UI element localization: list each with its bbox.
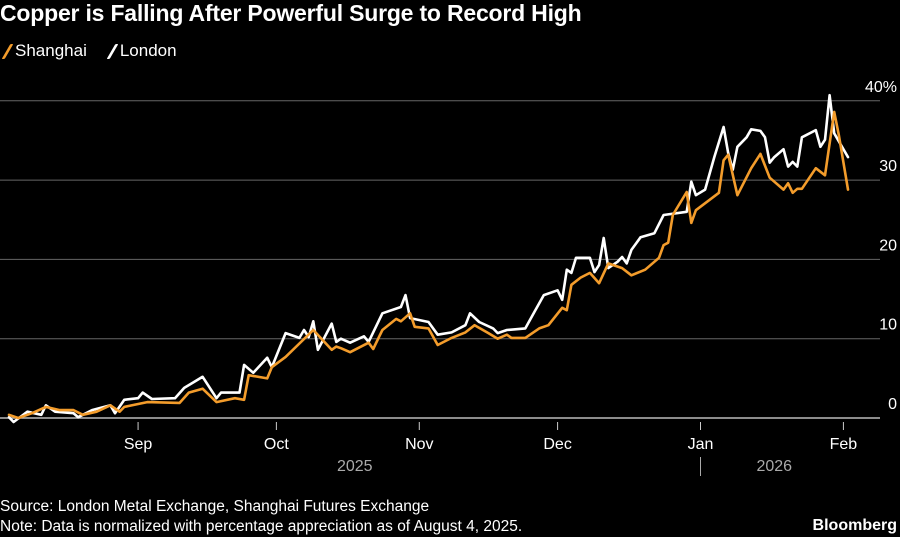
data-note: Note: Data is normalized with percentage… xyxy=(0,518,523,535)
x-tick-label: Sep xyxy=(124,436,153,453)
year-label: 2026 xyxy=(756,458,792,475)
x-tick-label: Oct xyxy=(264,436,289,453)
legend-label-london: London xyxy=(119,41,177,60)
x-tick-label: Nov xyxy=(405,436,433,453)
legend: Shanghai London xyxy=(0,41,177,61)
series-line-london xyxy=(7,93,850,424)
y-tick-label: 40% xyxy=(865,79,897,96)
y-tick-label: 0 xyxy=(888,396,897,413)
x-tick-label: Dec xyxy=(543,436,571,453)
y-tick-label: 30 xyxy=(879,158,897,175)
series-line-shanghai xyxy=(7,110,850,420)
legend-item-london: London xyxy=(105,41,177,61)
source-note: Source: London Metal Exchange, Shanghai … xyxy=(0,498,430,515)
x-tick-label: Jan xyxy=(688,436,714,453)
legend-label-shanghai: Shanghai xyxy=(15,41,87,60)
y-tick-label: 10 xyxy=(879,317,897,334)
chart-title: Copper is Falling After Powerful Surge t… xyxy=(0,0,582,26)
bloomberg-logo: Bloomberg xyxy=(812,517,897,534)
chart-plot: 0 10 20 30 40% Sep Oct Nov Dec Jan Feb 2025 2026 xyxy=(0,79,897,476)
x-tick-label: Feb xyxy=(830,436,858,453)
legend-item-shanghai: Shanghai xyxy=(0,41,87,61)
y-tick-label: 20 xyxy=(879,237,897,254)
year-label: 2025 xyxy=(337,458,373,475)
